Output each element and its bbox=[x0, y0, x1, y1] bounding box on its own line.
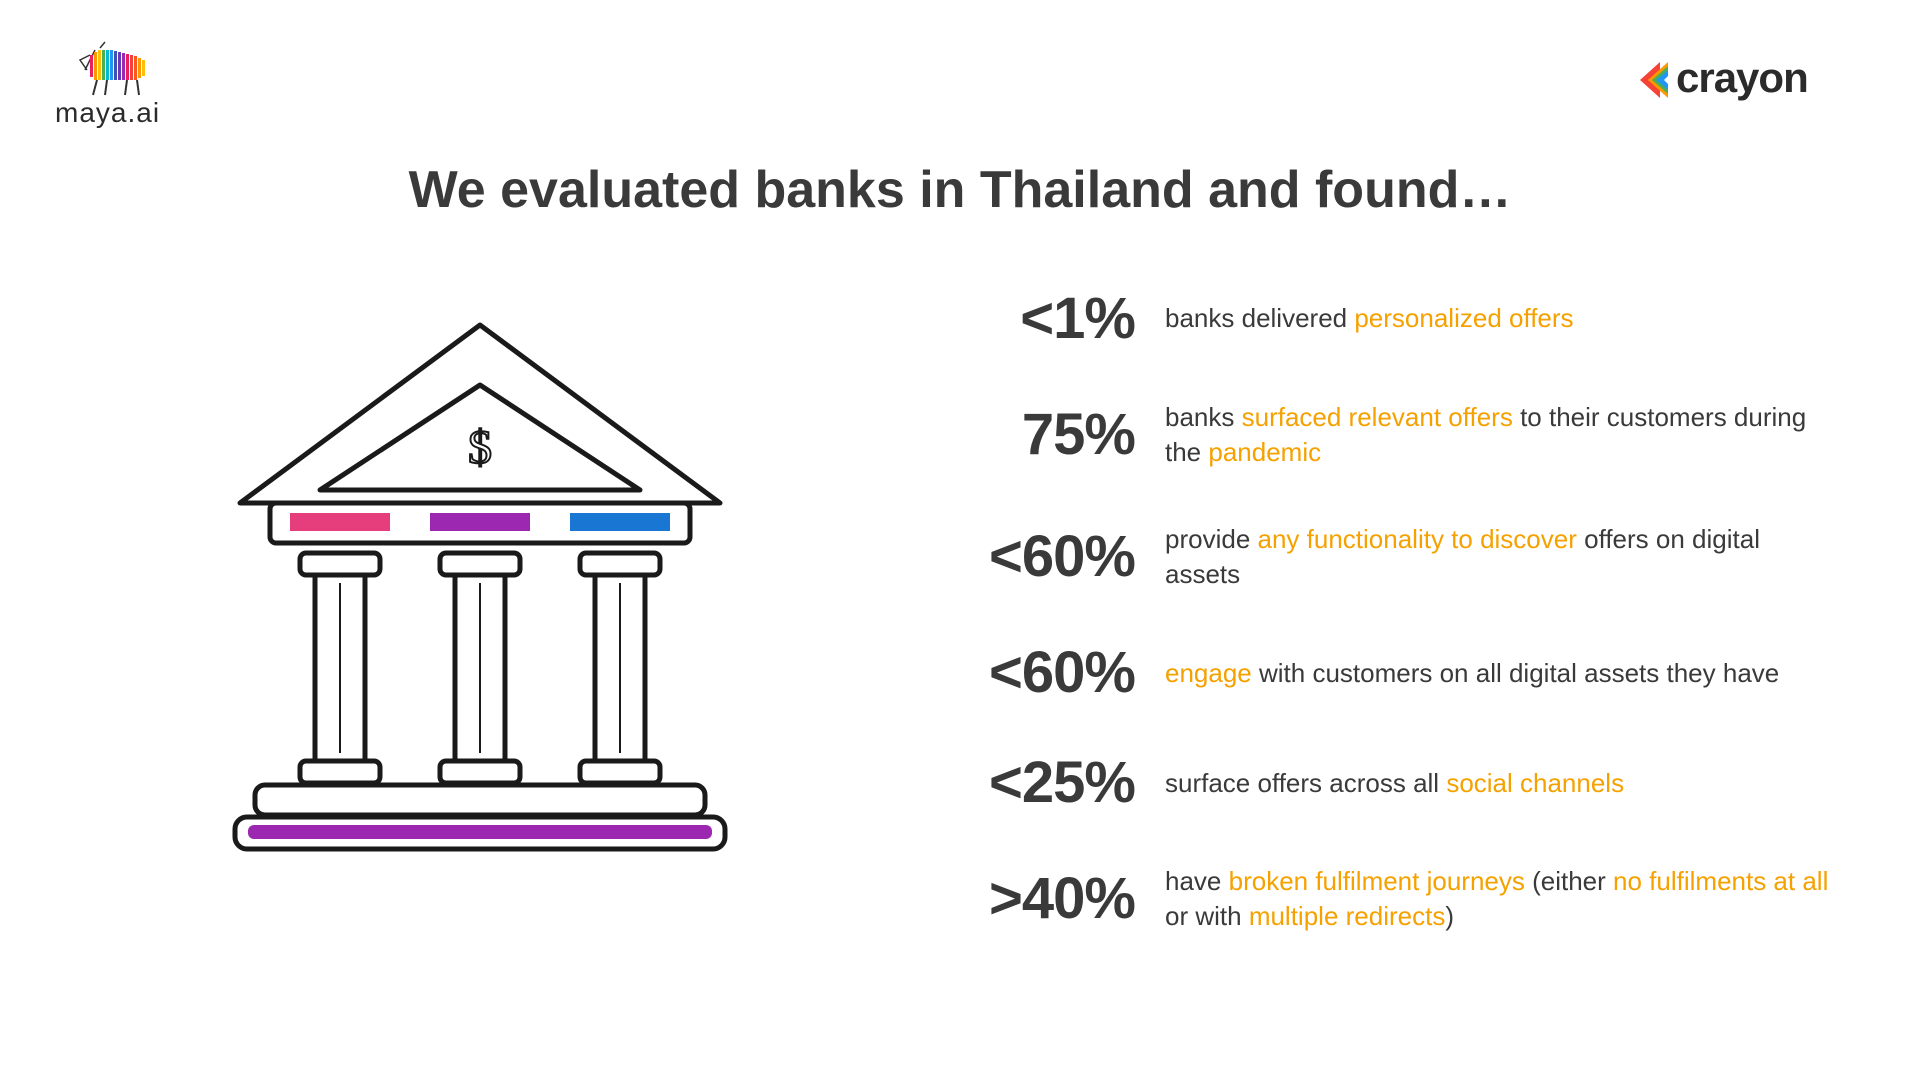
stat-row: >40%have broken fulfilment journeys (eit… bbox=[930, 864, 1840, 934]
stat-value: <60% bbox=[930, 644, 1165, 702]
stat-value: <25% bbox=[930, 754, 1165, 812]
bank-icon: $ bbox=[200, 315, 760, 865]
svg-text:$: $ bbox=[468, 421, 492, 474]
stat-description: banks surfaced relevant offers to their … bbox=[1165, 400, 1840, 470]
stats-list: <1%banks delivered personalized offers 75… bbox=[930, 290, 1840, 987]
slide-title: We evaluated banks in Thailand and found… bbox=[0, 160, 1920, 220]
stat-row: <25%surface offers across all social cha… bbox=[930, 754, 1840, 812]
stat-description: provide any functionality to discover of… bbox=[1165, 522, 1840, 592]
stat-row: 75%banks surfaced relevant offers to the… bbox=[930, 400, 1840, 470]
crayon-logo-text: crayon bbox=[1676, 54, 1808, 101]
maya-ai-logo: maya.ai bbox=[45, 40, 225, 120]
stat-value: >40% bbox=[930, 870, 1165, 928]
crayon-logo: crayon bbox=[1640, 50, 1860, 110]
crayon-chevron-icon bbox=[1640, 62, 1668, 98]
stat-row: <60%provide any functionality to discove… bbox=[930, 522, 1840, 592]
stat-value: 75% bbox=[930, 406, 1165, 464]
stat-value: <60% bbox=[930, 528, 1165, 586]
slide: maya.ai crayon We evaluated banks in Tha… bbox=[0, 0, 1920, 1080]
stat-row: <60%engage with customers on all digital… bbox=[930, 644, 1840, 702]
stat-description: surface offers across all social channel… bbox=[1165, 766, 1840, 801]
stat-description: have broken fulfilment journeys (either … bbox=[1165, 864, 1840, 934]
stat-description: engage with customers on all digital ass… bbox=[1165, 656, 1840, 691]
stat-value: <1% bbox=[930, 290, 1165, 348]
stat-description: banks delivered personalized offers bbox=[1165, 301, 1840, 336]
maya-ai-logo-text: maya.ai bbox=[55, 97, 160, 128]
stat-row: <1%banks delivered personalized offers bbox=[930, 290, 1840, 348]
